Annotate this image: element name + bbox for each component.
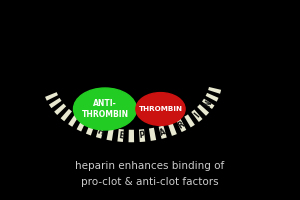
Circle shape <box>74 88 136 130</box>
Circle shape <box>136 93 185 125</box>
Text: N: N <box>203 99 214 109</box>
Text: E: E <box>118 131 124 140</box>
Text: R: R <box>176 120 186 131</box>
Text: H: H <box>96 127 105 137</box>
Text: ANTI-
THROMBIN: ANTI- THROMBIN <box>81 99 129 119</box>
Text: P: P <box>139 131 146 140</box>
Bar <box>129 105 158 113</box>
Text: I: I <box>192 112 201 120</box>
Text: pro-clot & anti-clot factors: pro-clot & anti-clot factors <box>81 177 219 187</box>
Text: A: A <box>158 127 167 137</box>
Text: THROMBIN: THROMBIN <box>139 106 182 112</box>
Text: heparin enhances binding of: heparin enhances binding of <box>75 161 225 171</box>
